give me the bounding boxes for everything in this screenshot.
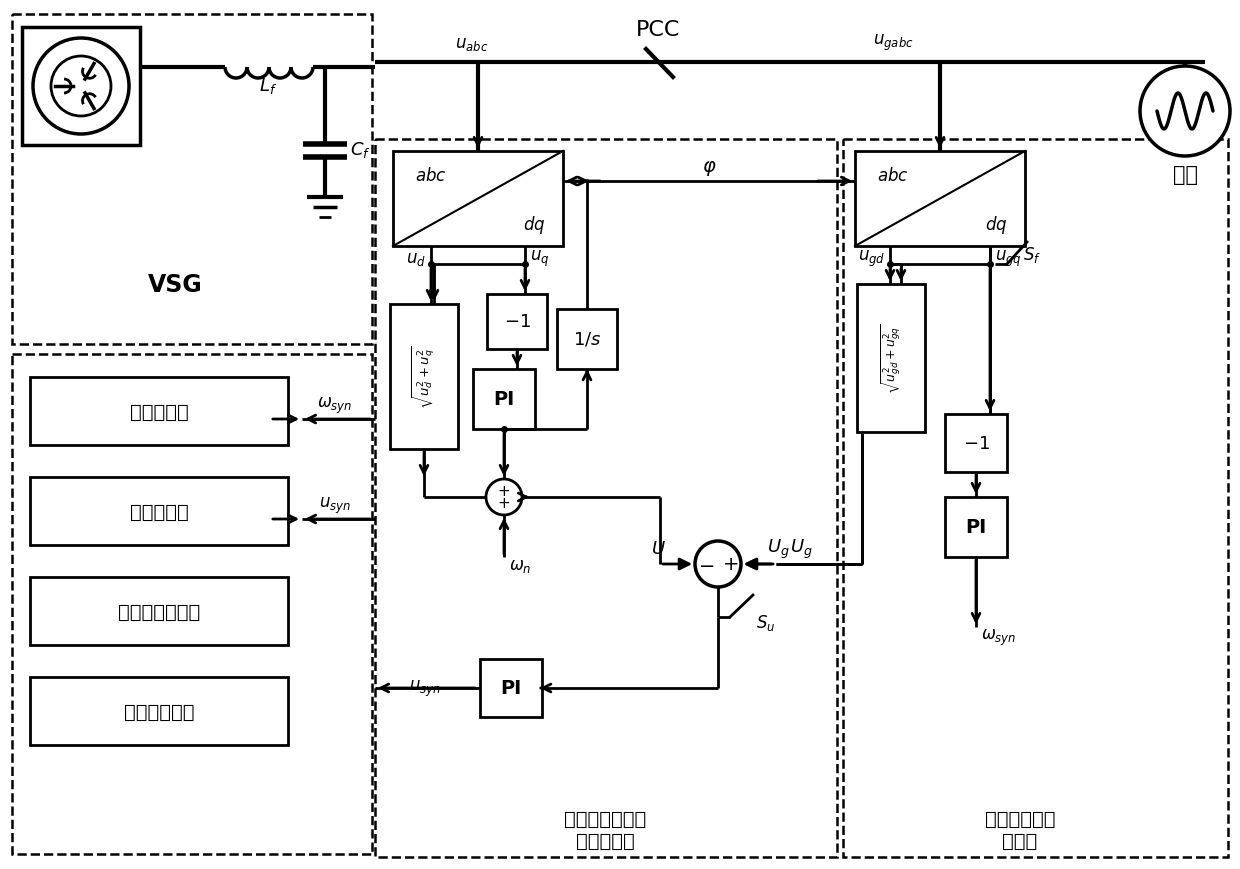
- Bar: [391, 305, 458, 449]
- Text: 电网: 电网: [1173, 165, 1198, 185]
- Bar: [393, 152, 563, 247]
- Bar: [30, 677, 288, 745]
- Text: PI: PI: [501, 679, 522, 698]
- Bar: [857, 285, 925, 433]
- Bar: [843, 140, 1228, 857]
- Text: $abc$: $abc$: [877, 167, 909, 185]
- Circle shape: [33, 39, 129, 135]
- Bar: [12, 15, 372, 345]
- Text: $S_f$: $S_f$: [1023, 245, 1042, 265]
- Text: $u_{gabc}$: $u_{gabc}$: [873, 33, 914, 53]
- Text: $abc$: $abc$: [415, 167, 446, 185]
- Bar: [30, 477, 288, 546]
- Text: $u_d$: $u_d$: [405, 249, 427, 268]
- Text: $dq$: $dq$: [522, 214, 546, 235]
- Text: +: +: [497, 496, 511, 511]
- Text: $U$: $U$: [651, 540, 666, 557]
- Circle shape: [694, 541, 742, 587]
- Text: $\sqrt{u_d^2+u_q^2}$: $\sqrt{u_d^2+u_q^2}$: [410, 345, 438, 408]
- Text: PI: PI: [494, 390, 515, 409]
- Text: 励磁控制器: 励磁控制器: [130, 502, 188, 521]
- Bar: [30, 377, 288, 446]
- Text: $dq$: $dq$: [985, 214, 1007, 235]
- Text: $u_{syn}$: $u_{syn}$: [319, 495, 351, 515]
- Text: $u_{gd}$: $u_{gd}$: [858, 249, 885, 269]
- Text: $\omega_{syn}$: $\omega_{syn}$: [317, 395, 352, 415]
- Text: $u_q$: $u_q$: [529, 249, 549, 269]
- Text: $-1$: $-1$: [503, 313, 531, 330]
- Text: $\sqrt{u_{gd}^2+u_{gq}^2}$: $\sqrt{u_{gd}^2+u_{gq}^2}$: [879, 323, 903, 394]
- Text: 电网电压同步
锁相环: 电网电压同步 锁相环: [985, 808, 1055, 850]
- Text: $1/s$: $1/s$: [573, 330, 601, 348]
- Text: 虚拟同步发电机
同步锁相环: 虚拟同步发电机 同步锁相环: [564, 808, 646, 850]
- Text: +: +: [497, 484, 511, 499]
- Text: $\omega_n$: $\omega_n$: [508, 556, 532, 574]
- Bar: [945, 415, 1007, 473]
- Bar: [945, 497, 1007, 557]
- Circle shape: [51, 57, 112, 116]
- Text: $L_f$: $L_f$: [259, 76, 277, 96]
- Bar: [487, 295, 547, 349]
- Circle shape: [486, 480, 522, 515]
- Text: VSG: VSG: [148, 273, 202, 296]
- Text: $S_u$: $S_u$: [756, 613, 775, 633]
- Text: 电流环控制器: 电流环控制器: [124, 701, 195, 720]
- Text: 定子电气控制器: 定子电气控制器: [118, 602, 200, 620]
- Bar: [472, 369, 534, 429]
- Text: 功频控制器: 功频控制器: [130, 402, 188, 421]
- Text: $U_g$: $U_g$: [790, 537, 812, 560]
- Text: $u_{gq}$: $u_{gq}$: [994, 249, 1022, 269]
- Bar: [557, 309, 618, 369]
- Text: $+$: $+$: [722, 555, 738, 574]
- Text: $C_f$: $C_f$: [350, 140, 371, 160]
- Text: $-1$: $-1$: [962, 434, 990, 453]
- Text: $u_{syn}$: $u_{syn}$: [409, 678, 441, 699]
- Bar: [30, 577, 288, 646]
- Circle shape: [1140, 67, 1230, 156]
- Text: $-$: $-$: [698, 555, 714, 574]
- Bar: [12, 355, 372, 854]
- Bar: [480, 660, 542, 717]
- Bar: [374, 140, 837, 857]
- Bar: [856, 152, 1025, 247]
- Text: $\varphi$: $\varphi$: [702, 158, 717, 177]
- Text: $U_g$: $U_g$: [766, 537, 790, 560]
- Text: PI: PI: [966, 518, 987, 537]
- Text: PCC: PCC: [636, 20, 681, 40]
- Bar: [22, 28, 140, 146]
- Text: $\omega_{syn}$: $\omega_{syn}$: [981, 627, 1017, 647]
- Text: $u_{abc}$: $u_{abc}$: [455, 35, 489, 53]
